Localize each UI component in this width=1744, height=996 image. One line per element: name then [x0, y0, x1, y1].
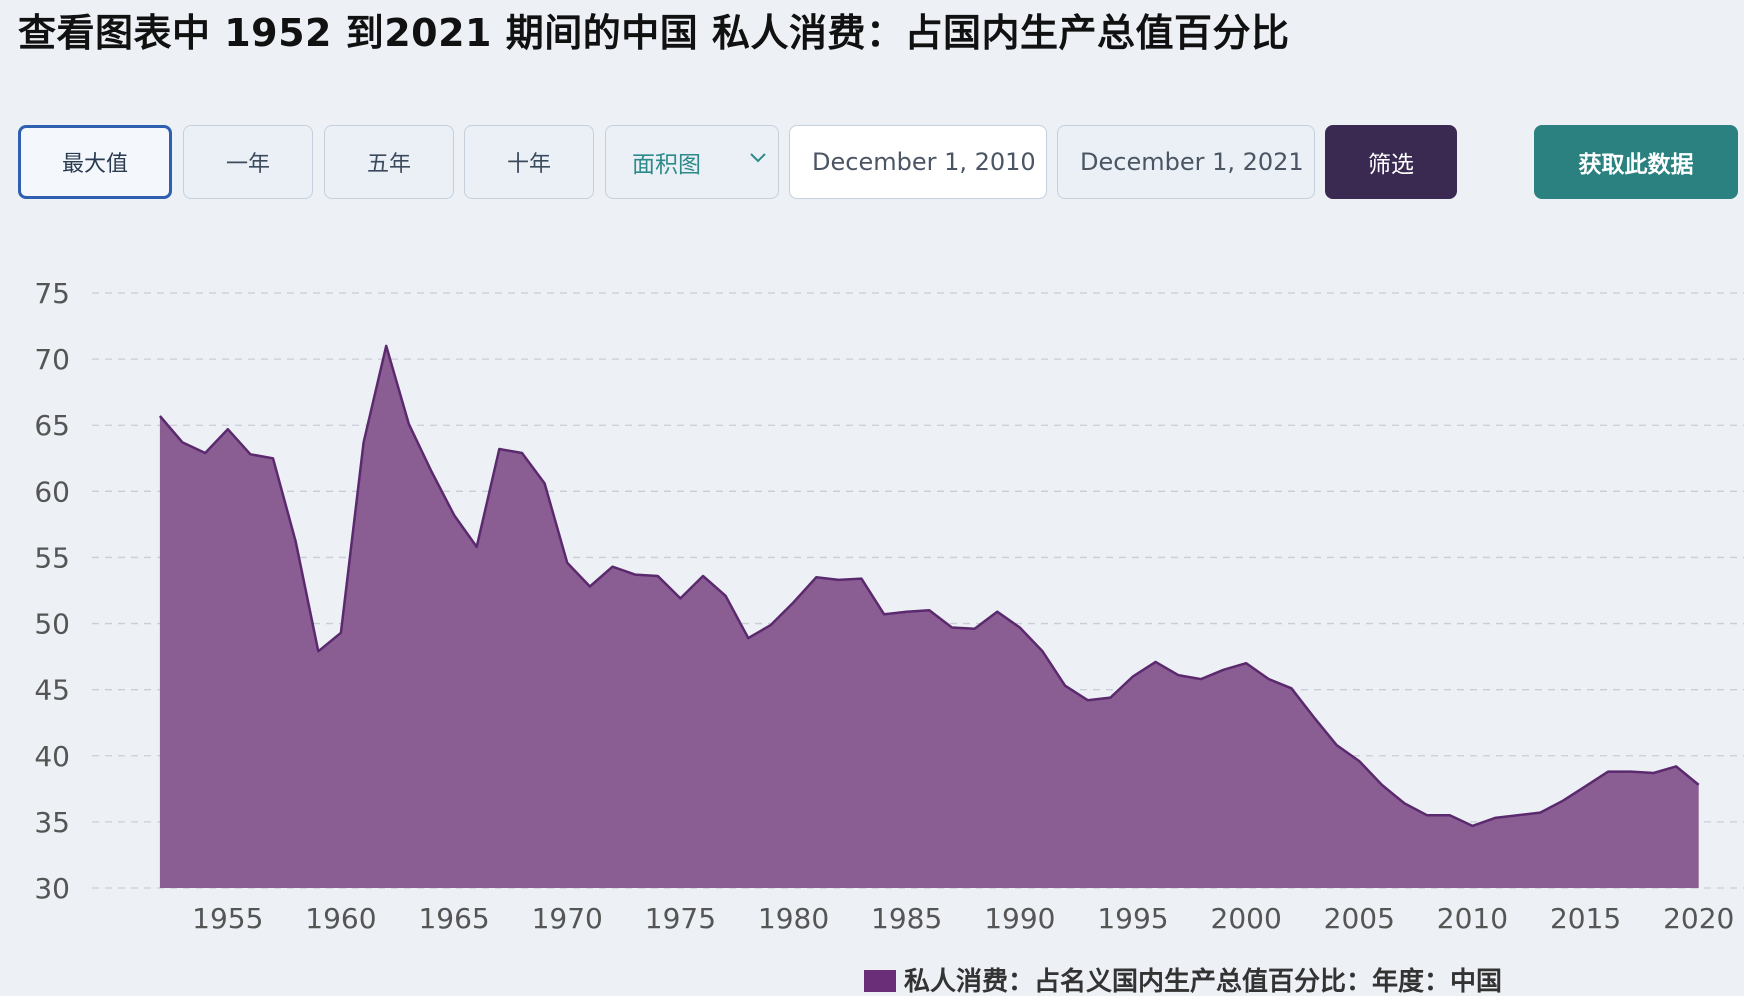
legend-label: 私人消费：占名义国内生产总值百分比：年度：中国	[904, 966, 1502, 996]
x-tick-label: 1960	[305, 902, 376, 935]
end-date-input[interactable]: December 1, 2021	[1057, 125, 1315, 199]
range-10y-button[interactable]: 十年	[464, 125, 594, 199]
x-tick-label: 2005	[1324, 902, 1395, 935]
x-tick-label: 1970	[532, 902, 603, 935]
y-tick-label: 70	[34, 343, 70, 376]
y-tick-label: 50	[34, 608, 70, 641]
x-tick-label: 1990	[984, 902, 1055, 935]
x-tick-label: 2000	[1211, 902, 1282, 935]
y-tick-label: 45	[34, 674, 70, 707]
area-chart: 30 35 40 45 50 55 60 65 70 75 1955 1960 1965 1970 1975…	[34, 277, 1744, 996]
range-1y-button[interactable]: 一年	[183, 125, 313, 199]
range-5y-button[interactable]: 五年	[324, 125, 454, 199]
y-tick-label: 35	[34, 806, 70, 839]
x-tick-label: 1980	[758, 902, 829, 935]
chevron-down-icon	[750, 153, 766, 163]
y-tick-label: 60	[34, 475, 70, 508]
x-tick-label: 1975	[645, 902, 716, 935]
y-tick-label: 40	[34, 740, 70, 773]
x-tick-label: 1965	[418, 902, 489, 935]
y-tick-label: 65	[34, 409, 70, 442]
x-tick-label: 1955	[192, 902, 263, 935]
source-text: SOURCE: WWW.CEICDATA.COM | CEIC Data	[1370, 993, 1714, 996]
y-tick-label: 55	[34, 541, 70, 574]
filter-button[interactable]: 筛选	[1325, 125, 1457, 199]
y-tick-label: 30	[34, 872, 70, 905]
x-tick-label: 2015	[1550, 902, 1621, 935]
x-tick-label: 2020	[1663, 902, 1734, 935]
toolbar: 最大值 一年 五年 十年 面积图 December 1, 2010 Decemb…	[0, 0, 1744, 210]
series-line	[158, 344, 1700, 828]
chart-type-select[interactable]: 面积图	[605, 125, 779, 199]
x-tick-label: 2010	[1437, 902, 1508, 935]
series-area	[159, 345, 1699, 888]
chart-type-select-value: 面积图	[632, 152, 701, 178]
x-tick-label: 1995	[1097, 902, 1168, 935]
start-date-input[interactable]: December 1, 2010	[789, 125, 1047, 199]
get-data-button[interactable]: 获取此数据	[1534, 125, 1738, 199]
legend-swatch	[864, 970, 896, 992]
y-tick-label: 75	[34, 277, 70, 310]
range-max-button[interactable]: 最大值	[18, 125, 172, 199]
page-title: 查看图表中 1952 到2021 期间的中国 私人消费：占国内生产总值百分比	[18, 11, 1290, 55]
x-tick-label: 1985	[871, 902, 942, 935]
